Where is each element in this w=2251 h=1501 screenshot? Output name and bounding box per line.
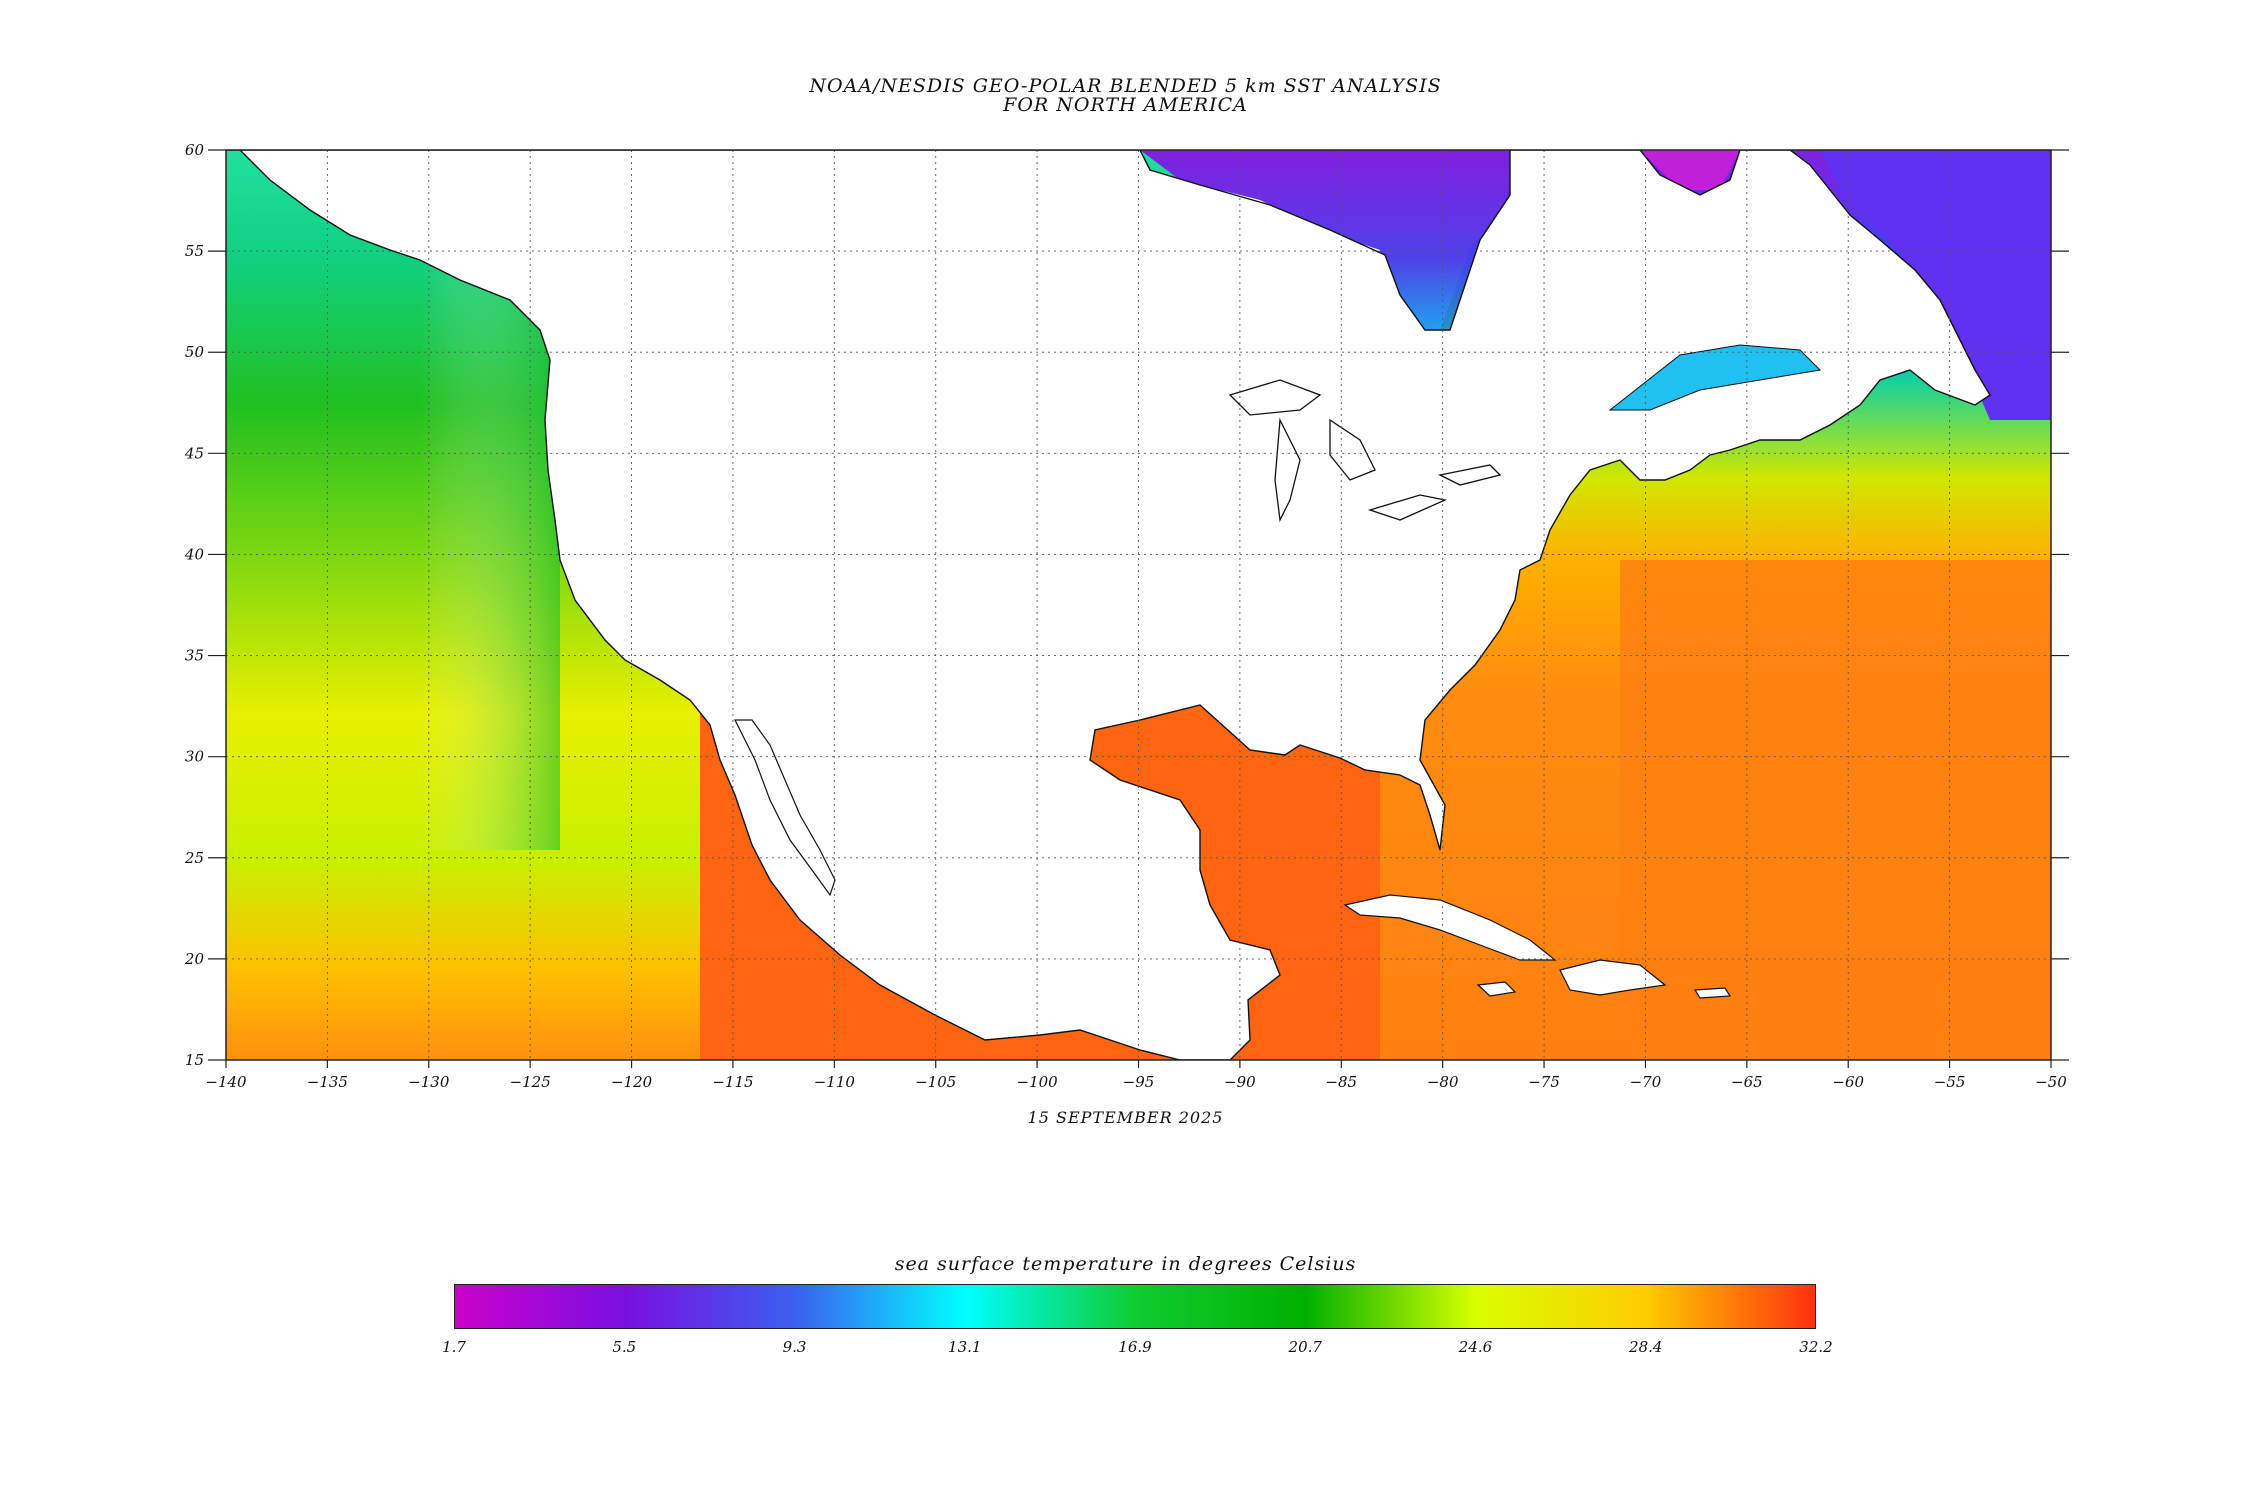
colorbar-tick-label: 20.7 — [1288, 1338, 1322, 1356]
lon-tick-label: −70 — [1630, 1073, 1662, 1091]
labrador-sea — [1820, 150, 2051, 420]
colorbar-tick-label: 24.6 — [1458, 1338, 1493, 1356]
colorbar-tick-label: 32.2 — [1799, 1338, 1833, 1356]
lat-tick-label: 50 — [185, 343, 205, 361]
lat-tick-label: 30 — [185, 748, 205, 766]
great-lakes — [1228, 379, 1502, 523]
lon-tick-label: −55 — [1934, 1073, 1966, 1091]
map-subtitle: FOR NORTH AMERICA — [1003, 94, 1248, 116]
lon-tick-label: −95 — [1123, 1073, 1155, 1091]
lon-tick-label: −80 — [1427, 1073, 1459, 1091]
lon-tick-label: −110 — [814, 1073, 856, 1091]
sst-field — [226, 150, 2051, 1060]
lat-tick-label: 55 — [185, 242, 204, 260]
lat-tick-label: 25 — [184, 849, 204, 867]
map-frame — [225, 149, 2052, 1061]
north-america-land — [226, 150, 1991, 1060]
colorbar-tick-label: 1.7 — [442, 1338, 466, 1356]
colorbar-tick-label: 13.1 — [948, 1338, 982, 1356]
lat-tick-label: 20 — [184, 950, 205, 968]
lon-tick-label: −105 — [915, 1073, 956, 1091]
lat-tick-label: 40 — [184, 545, 205, 563]
lon-tick-label: −130 — [408, 1073, 450, 1091]
baja-california — [734, 719, 836, 897]
colorbar-title: sea surface temperature in degrees Celsi… — [894, 1253, 1357, 1275]
lon-tick-label: −115 — [712, 1073, 753, 1091]
lon-tick-label: −65 — [1731, 1073, 1763, 1091]
hispaniola — [1559, 959, 1667, 996]
lon-tick-label: −135 — [307, 1073, 348, 1091]
lon-tick-label: −100 — [1017, 1073, 1059, 1091]
map-title: NOAA/NESDIS GEO-POLAR BLENDED 5 km SST A… — [809, 75, 1442, 97]
colorbar-tick-label: 28.4 — [1629, 1338, 1663, 1356]
lon-tick-label: −85 — [1325, 1073, 1357, 1091]
lat-tick-label: 60 — [185, 141, 205, 159]
colorbar-tick-label: 9.3 — [782, 1338, 807, 1356]
lat-tick-label: 15 — [185, 1051, 204, 1069]
colorbar-tick-label: 5.5 — [612, 1338, 637, 1356]
lon-tick-label: −120 — [611, 1073, 653, 1091]
lon-tick-label: −90 — [1224, 1073, 1256, 1091]
tick-labels: −140 −135 −130 −125 −120 −115 −110 −105 −100 −95 −… — [184, 141, 2067, 1091]
colorbar-tick-label: 16.9 — [1118, 1338, 1152, 1356]
jamaica — [1476, 981, 1517, 997]
ungava-waters — [1640, 150, 1740, 190]
hudson-bay — [1140, 150, 1510, 330]
lon-tick-label: −75 — [1528, 1073, 1560, 1091]
cuba — [1343, 894, 1557, 961]
lat-tick-label: 45 — [184, 444, 204, 462]
analysis-date: 15 SEPTEMBER 2025 — [1027, 1108, 1224, 1127]
lon-tick-label: −60 — [1832, 1073, 1864, 1091]
atlantic-warm — [1620, 560, 2051, 1060]
puerto-rico — [1693, 987, 1732, 999]
lat-tick-label: 35 — [185, 647, 204, 665]
colorbar — [454, 1284, 1816, 1329]
st-lawrence — [1608, 344, 1822, 411]
lon-tick-label: −125 — [510, 1073, 551, 1091]
lon-tick-label: −50 — [2035, 1073, 2067, 1091]
lon-tick-label: −140 — [205, 1073, 247, 1091]
